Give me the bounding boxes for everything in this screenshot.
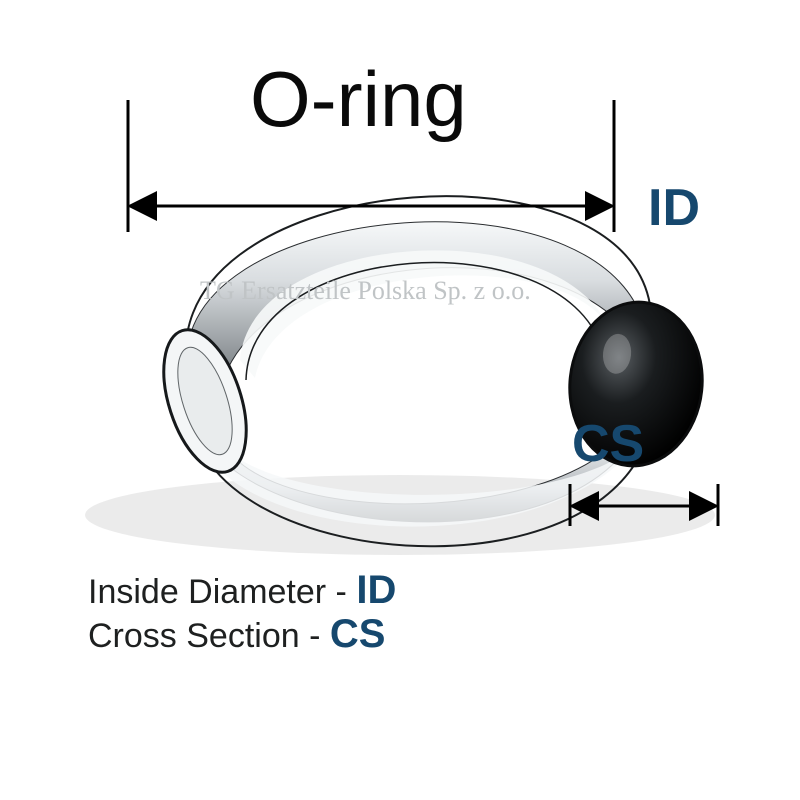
legend-id-text: Inside Diameter - (88, 573, 356, 611)
label-cs: CS (572, 414, 644, 474)
legend-cross-section: Cross Section - CS (88, 612, 385, 657)
legend-cs-abbrev: CS (330, 612, 386, 656)
legend-cs-text: Cross Section - (88, 617, 330, 655)
legend-inside-diameter: Inside Diameter - ID (88, 568, 396, 613)
diagram-title: O-ring (250, 54, 467, 145)
label-id: ID (648, 178, 700, 238)
legend-id-abbrev: ID (356, 568, 396, 612)
watermark: TG Ersatzteile Polska Sp. z o.o. (200, 276, 531, 306)
